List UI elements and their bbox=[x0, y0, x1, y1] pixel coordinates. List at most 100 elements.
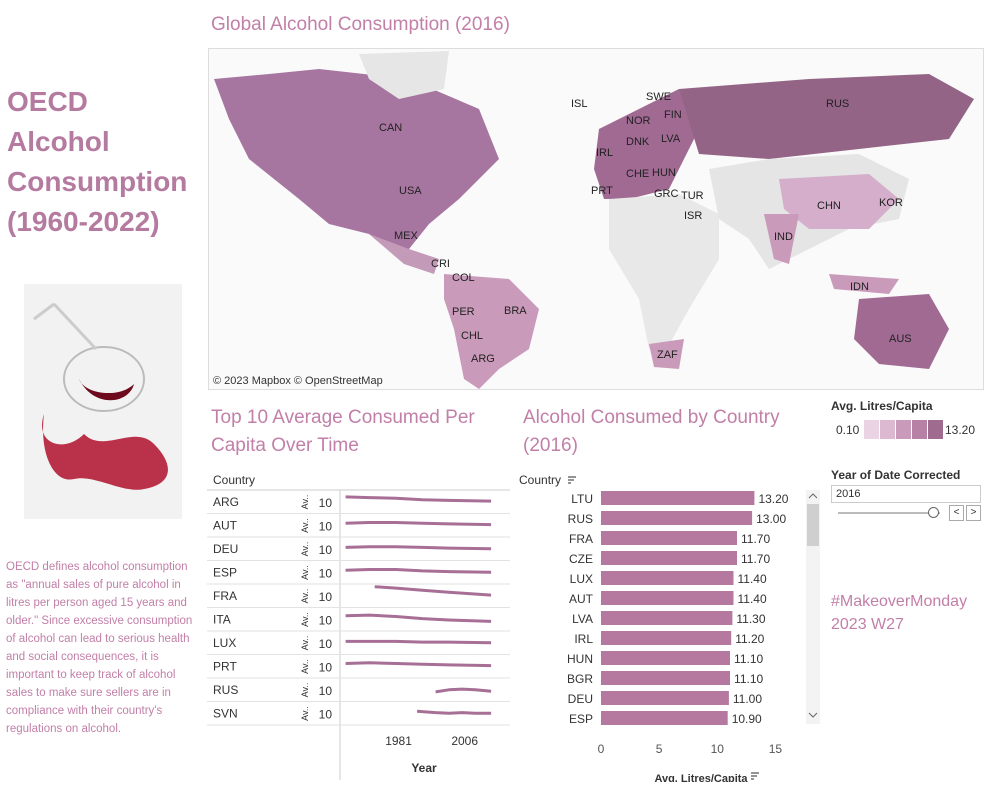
year-slider-knob[interactable] bbox=[928, 507, 939, 518]
sort-icon[interactable] bbox=[568, 476, 576, 484]
bar-row-aut[interactable]: AUT 11.40 bbox=[569, 591, 767, 606]
bar-row-esp[interactable]: ESP 10.90 bbox=[569, 711, 762, 726]
map-label-idn[interactable]: IDN bbox=[850, 281, 869, 293]
map-label-ind[interactable]: IND bbox=[774, 231, 793, 243]
line-row-esp[interactable]: ESP Av.. 10 bbox=[207, 565, 510, 585]
bar-cze[interactable] bbox=[601, 551, 737, 565]
map-label-hun[interactable]: HUN bbox=[652, 167, 676, 179]
map-label-chl[interactable]: CHL bbox=[461, 330, 483, 342]
bar-lva[interactable] bbox=[601, 611, 733, 625]
scroll-up-icon[interactable] bbox=[808, 493, 818, 499]
row-tick-label: 10 bbox=[319, 496, 333, 510]
bar-category-label: LTU bbox=[571, 492, 593, 506]
series-line-lux[interactable] bbox=[345, 639, 492, 645]
series-line-aut[interactable] bbox=[345, 521, 492, 527]
line-row-deu[interactable]: DEU Av.. 10 bbox=[207, 542, 510, 561]
line-row-aut[interactable]: AUT Av.. 10 bbox=[207, 518, 510, 538]
line-row-ita[interactable]: ITA Av.. 10 bbox=[207, 612, 510, 632]
map-copyright: © 2023 Mapbox © OpenStreetMap bbox=[213, 375, 383, 387]
map-label-kor[interactable]: KOR bbox=[879, 197, 903, 209]
map-label-bra[interactable]: BRA bbox=[504, 305, 527, 317]
bar-row-deu[interactable]: DEU 11.00 bbox=[568, 691, 763, 706]
line-row-fra[interactable]: FRA Av.. 10 bbox=[207, 585, 510, 608]
bar-bgr[interactable] bbox=[601, 671, 730, 685]
bar-category-label: AUT bbox=[569, 592, 594, 606]
bar-ltu[interactable] bbox=[601, 491, 755, 505]
series-line-svn[interactable] bbox=[416, 709, 492, 715]
bar-row-ltu[interactable]: LTU 13.20 bbox=[571, 491, 789, 506]
year-prev-button[interactable]: < bbox=[949, 505, 964, 521]
line-row-prt[interactable]: PRT Av.. 10 bbox=[207, 659, 510, 679]
series-line-prt[interactable] bbox=[345, 661, 492, 668]
bar-row-lux[interactable]: LUX 11.40 bbox=[570, 571, 767, 586]
line-chart[interactable]: Country ARG Av.. 10 AUT Av.. 10 DEU Av.. 10 ESP Av.… bbox=[207, 470, 512, 782]
map-label-can[interactable]: CAN bbox=[379, 122, 402, 134]
map-label-grc[interactable]: GRC bbox=[654, 188, 679, 200]
bar-chart[interactable]: Country LTU 13.20 RUS 13.00 FRA 11.70 CZE 11.70 L… bbox=[515, 470, 825, 782]
scrollbar-track[interactable] bbox=[806, 490, 820, 724]
map-label-che[interactable]: CHE bbox=[626, 168, 649, 180]
bar-esp[interactable] bbox=[601, 711, 728, 725]
row-tick-label: 10 bbox=[319, 661, 333, 675]
map-label-mex[interactable]: MEX bbox=[394, 230, 419, 242]
map-label-fin[interactable]: FIN bbox=[664, 109, 682, 121]
series-line-deu[interactable] bbox=[345, 545, 492, 551]
scroll-down-icon[interactable] bbox=[808, 712, 818, 718]
map-label-prt[interactable]: PRT bbox=[591, 185, 613, 197]
scrollbar-thumb[interactable] bbox=[807, 504, 819, 546]
bar-row-cze[interactable]: CZE 11.70 bbox=[569, 551, 770, 566]
bar-row-rus[interactable]: RUS 13.00 bbox=[568, 511, 787, 526]
map-label-dnk[interactable]: DNK bbox=[626, 136, 650, 148]
map-label-cri[interactable]: CRI bbox=[431, 258, 450, 270]
map-label-tur[interactable]: TUR bbox=[681, 190, 704, 202]
series-line-fra[interactable] bbox=[374, 585, 492, 597]
series-line-rus[interactable] bbox=[435, 687, 492, 694]
series-line-arg[interactable] bbox=[345, 495, 492, 503]
central-america-shape bbox=[369, 234, 439, 274]
map-label-arg[interactable]: ARG bbox=[471, 353, 495, 365]
map-label-zaf[interactable]: ZAF bbox=[657, 349, 678, 361]
map-label-lva[interactable]: LVA bbox=[661, 133, 681, 145]
bar-fra[interactable] bbox=[601, 531, 737, 545]
map-label-rus[interactable]: RUS bbox=[826, 98, 849, 110]
row-axis-label: Av.. bbox=[300, 542, 310, 557]
map-label-irl[interactable]: IRL bbox=[596, 147, 613, 159]
series-line-ita[interactable] bbox=[345, 613, 492, 623]
year-filter-input[interactable]: 2016 bbox=[831, 485, 981, 503]
map-label-swe[interactable]: SWE bbox=[646, 91, 671, 103]
map-label-chn[interactable]: CHN bbox=[817, 200, 841, 212]
bar-category-label: LVA bbox=[572, 612, 593, 626]
bar-row-fra[interactable]: FRA 11.70 bbox=[569, 531, 770, 546]
bar-lux[interactable] bbox=[601, 571, 734, 585]
map-label-isr[interactable]: ISR bbox=[684, 210, 702, 222]
bar-value-label: 11.30 bbox=[736, 612, 765, 626]
bar-value-label: 11.00 bbox=[733, 692, 762, 706]
legend-title: Avg. Litres/Capita bbox=[831, 399, 933, 413]
bar-aut[interactable] bbox=[601, 591, 734, 605]
line-row-lux[interactable]: LUX Av.. 10 bbox=[207, 636, 510, 655]
map-label-isl[interactable]: ISL bbox=[571, 98, 588, 110]
map-label-per[interactable]: PER bbox=[452, 306, 475, 318]
axis-sort-icon[interactable] bbox=[751, 772, 759, 780]
line-row-arg[interactable]: ARG Av.. 10 bbox=[207, 495, 510, 514]
map-label-aus[interactable]: AUS bbox=[889, 333, 912, 345]
bar-row-irl[interactable]: IRL 11.20 bbox=[574, 631, 765, 646]
map-label-nor[interactable]: NOR bbox=[626, 115, 651, 127]
bar-row-lva[interactable]: LVA 11.30 bbox=[572, 611, 766, 626]
bar-value-label: 11.10 bbox=[734, 672, 763, 686]
year-next-button[interactable]: > bbox=[966, 505, 981, 521]
map-label-col[interactable]: COL bbox=[452, 272, 475, 284]
bar-irl[interactable] bbox=[601, 631, 732, 645]
bar-deu[interactable] bbox=[601, 691, 729, 705]
line-row-rus[interactable]: RUS Av.. 10 bbox=[207, 683, 510, 702]
world-map[interactable]: CAN USA MEX CRI COL PER CHL ARG BRA ISL NOR SWE FIN D… bbox=[208, 48, 984, 390]
dashboard-title: OECD Alcohol Consumption (1960-2022) bbox=[7, 86, 188, 237]
year-slider-track[interactable] bbox=[838, 512, 940, 514]
line-row-svn[interactable]: SVN Av.. 10 bbox=[207, 706, 510, 726]
bar-hun[interactable] bbox=[601, 651, 730, 665]
bar-row-hun[interactable]: HUN 11.10 bbox=[567, 651, 764, 666]
bar-row-bgr[interactable]: BGR 11.10 bbox=[567, 671, 764, 686]
series-line-esp[interactable] bbox=[345, 568, 492, 574]
bar-rus[interactable] bbox=[601, 511, 753, 525]
map-label-usa[interactable]: USA bbox=[399, 185, 422, 197]
